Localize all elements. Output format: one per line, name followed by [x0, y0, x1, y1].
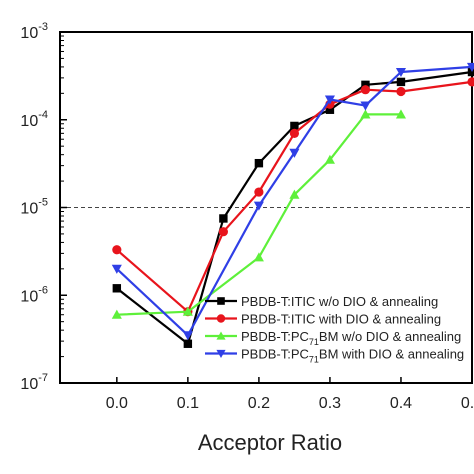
axes: 0.0 0.1 0.2 0.3 0.4 0.5 10-7 10-6 10-5 10-4 10-3: [20, 21, 474, 412]
data-point: [360, 101, 371, 111]
data-point: [395, 109, 407, 119]
y-tick-label: 10-6: [20, 284, 48, 305]
x-tick-label: 0.2: [248, 395, 270, 412]
legend: PBDB-T:ITIC w/o DIO & annealing PBDB-T:IT…: [205, 294, 464, 365]
legend-marker: [216, 331, 226, 340]
data-point: [253, 252, 264, 262]
data-point: [396, 86, 406, 97]
data-point: [218, 227, 228, 237]
y-tick-label: 10-3: [20, 21, 48, 42]
legend-item: PBDB-T:ITIC with DIO & annealing: [205, 312, 441, 327]
data-point: [219, 214, 228, 223]
data-point: [396, 77, 406, 87]
data-point: [112, 284, 122, 293]
x-tick-label: 0.1: [177, 395, 199, 412]
data-point: [254, 187, 264, 197]
series-4: [111, 62, 474, 341]
legend-item: PBDB-T:PC71BM w/o DIO & annealing: [205, 329, 461, 347]
legend-label: PBDB-T:PC71BM w/o DIO & annealing: [241, 329, 461, 347]
series-group: [111, 62, 474, 348]
x-axis-title: Acceptor Ratio: [198, 430, 342, 455]
legend-label: PBDB-T:ITIC w/o DIO & annealing: [241, 294, 438, 309]
legend-marker: [216, 314, 226, 323]
data-point: [182, 331, 193, 341]
y-tick-label: 10-5: [20, 197, 48, 218]
data-point: [112, 245, 122, 255]
data-point: [289, 148, 300, 158]
legend-label: PBDB-T:PC71BM with DIO & annealing: [241, 347, 464, 365]
data-point: [325, 105, 335, 114]
legend-marker: [217, 297, 225, 305]
data-point: [111, 309, 122, 319]
x-tick-label: 0.5: [461, 395, 474, 412]
data-point: [182, 306, 193, 316]
data-point: [467, 67, 474, 77]
data-point: [183, 339, 193, 348]
data-point: [466, 62, 474, 72]
data-point: [324, 154, 335, 164]
legend-marker: [216, 349, 226, 359]
data-point: [360, 109, 371, 119]
data-point: [289, 128, 300, 138]
series-3: [111, 109, 407, 319]
data-point: [254, 158, 264, 168]
series-line: [116, 113, 401, 316]
data-point: [253, 201, 264, 211]
x-tick-label: 0.4: [390, 395, 412, 412]
data-point: [467, 77, 474, 87]
legend-label: PBDB-T:ITIC with DIO & annealing: [241, 312, 441, 327]
data-point: [361, 80, 370, 90]
series-line: [116, 65, 473, 337]
y-tick-label: 10-7: [20, 372, 48, 393]
data-point: [289, 189, 300, 199]
data-point: [395, 67, 407, 78]
legend-item: PBDB-T:ITIC w/o DIO & annealing: [205, 294, 438, 309]
y-tick-label: 10-4: [20, 109, 48, 130]
x-tick-label: 0.0: [106, 395, 128, 412]
x-tick-label: 0.3: [319, 395, 341, 412]
data-point: [290, 121, 299, 131]
data-point: [111, 264, 122, 274]
data-point: [324, 95, 335, 105]
data-point: [360, 85, 371, 95]
legend-item: PBDB-T:PC71BM with DIO & annealing: [205, 347, 464, 365]
